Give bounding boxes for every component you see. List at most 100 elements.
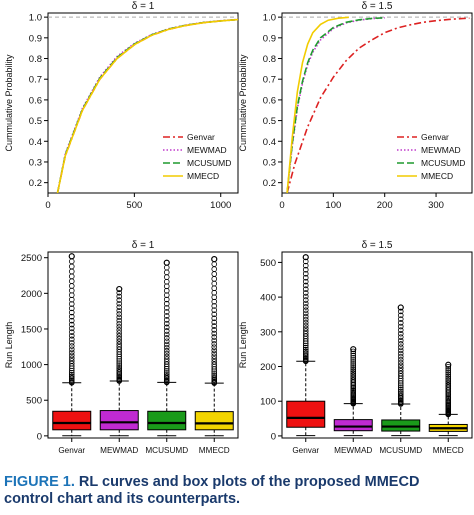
outlier-point [163,331,170,338]
legend-label-mcusumd: MCUSUMD [421,158,465,168]
outlier-point [211,307,218,313]
outlier-point [302,322,309,329]
y-tick-label: 500 [260,258,276,269]
y-axis-label: Run Length [238,322,248,369]
outlier-point [211,347,218,354]
outlier-point [397,347,404,354]
outlier-point [163,320,170,327]
outlier-max [397,304,404,311]
outlier-point [116,341,123,348]
outlier-point [445,363,452,370]
outlier-point [163,347,170,354]
outlier-point [68,301,75,307]
legend-label-genvar: Genvar [187,132,215,142]
y-axis-label: Cummulative Probability [4,54,14,152]
outlier-point [350,372,357,378]
legend-label-mewmad: MEWMAD [187,145,227,155]
outlier-point [211,319,218,326]
outlier-point [116,289,123,296]
box-mmecd [428,361,468,437]
outlier-point [163,305,170,311]
outlier-point [163,350,170,357]
outlier-max [211,256,218,263]
outlier-point [397,350,404,357]
outlier-point [211,271,218,277]
panel-title: δ = 1 [132,240,155,251]
y-axis-label: Cummulative Probability [238,54,248,152]
outlier-point [163,269,170,276]
panel-box1: δ = 1 0 500 1000 1500 2000 2500 Run Length Genva… [4,240,239,455]
outlier-point [163,283,170,290]
outlier-point [68,329,75,335]
outlier-point [302,262,309,269]
outlier-point [445,380,452,387]
box-mcusumd [147,259,187,437]
outlier-point [350,363,357,369]
outlier-point [68,373,75,380]
outlier-point [350,366,357,373]
box-genvar [52,253,92,437]
outlier-point [68,287,75,294]
y-tick-label: 0.7 [263,75,276,86]
outlier-point [302,348,309,355]
outlier-point [397,365,404,371]
x-tick-label: 0 [279,200,284,211]
outlier-point [302,346,309,353]
x-tick-label: MMECD [199,446,230,455]
outlier-point [163,317,170,323]
y-tick-label: 0.2 [263,178,276,189]
outlier-point [163,313,170,319]
outlier-point [397,308,404,315]
plot-frame [281,251,473,439]
figure-caption: FIGURE 1. RL curves and box plots of the … [4,474,472,508]
outlier-point [163,368,170,374]
outlier-point [116,304,123,310]
y-tick-label: 200 [260,362,276,373]
outlier-point [211,337,218,344]
outlier-point [445,373,452,380]
outlier-max [116,285,123,293]
outlier-point [302,325,309,332]
iqr-box [147,410,187,431]
y-tick-label: 0.4 [263,137,276,148]
x-tick-label: Genvar [292,446,319,455]
outlier-point [68,371,75,378]
y-tick-label: 0.8 [29,54,42,65]
outlier-point [68,355,75,362]
box-mewmad [99,285,139,437]
plot-frame [281,12,473,194]
outlier-point [68,305,75,312]
outlier-point [68,349,75,356]
outlier-point [211,311,218,318]
outlier-point [302,310,309,317]
outlier-point [397,344,404,351]
outlier-point [350,365,357,371]
outlier-point [116,320,123,327]
x-tick-label: MCUSUMD [145,446,188,455]
outlier-point [397,390,404,396]
outlier-point [68,369,75,376]
outlier-point [350,368,357,375]
outlier-point [211,280,218,287]
outlier-point [116,338,123,345]
outlier-point [302,290,309,296]
y-tick-label: 0.6 [263,95,276,106]
y-tick-label: 0.7 [29,75,42,86]
outlier-point [116,366,123,372]
y-tick-label: 0.3 [29,157,42,168]
series-line-mewmad [286,17,385,193]
legend-label-mewmad: MEWMAD [421,145,461,155]
outlier-point [211,330,218,337]
y-tick-label: 0.6 [29,95,42,106]
outlier-point [350,374,357,380]
iqr-box [194,411,234,431]
series-line-mmecd [56,18,238,193]
outlier-point [397,368,404,374]
outlier-point [445,371,452,378]
outlier-point [163,338,170,345]
iqr-box [333,419,373,432]
outlier-point [397,341,404,347]
outlier-point [68,325,75,332]
outlier-point [302,313,309,320]
outlier-point [397,386,404,393]
